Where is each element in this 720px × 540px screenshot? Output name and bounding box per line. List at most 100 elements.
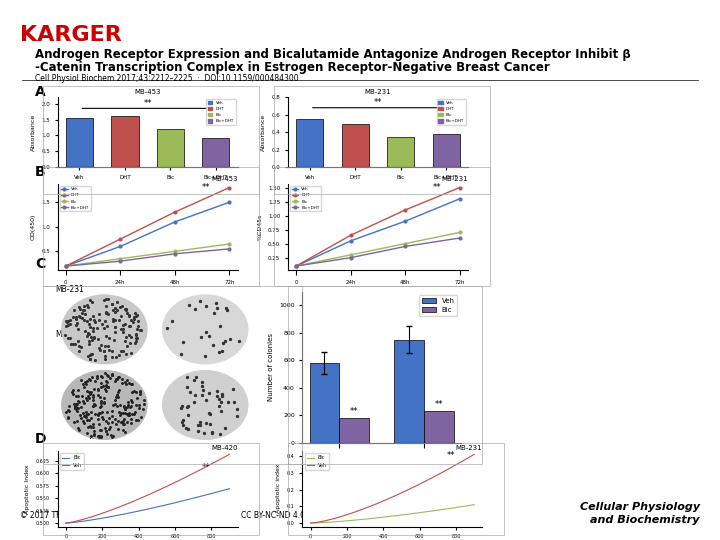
Point <box>215 397 226 406</box>
Veh <box>61 263 70 269</box>
Point <box>109 415 120 424</box>
Text: and Biochemistry: and Biochemistry <box>590 515 700 525</box>
Bic+DHT <box>456 235 464 241</box>
Point <box>112 306 123 314</box>
Point <box>113 351 125 360</box>
Point <box>127 318 139 327</box>
Point <box>68 418 80 427</box>
Point <box>71 318 83 327</box>
Point <box>63 316 74 325</box>
Point <box>129 387 140 396</box>
Point <box>129 408 140 416</box>
Point <box>123 379 135 388</box>
Point <box>86 350 97 359</box>
Point <box>103 419 114 428</box>
Veh <box>68 519 77 525</box>
DHT <box>292 263 300 269</box>
Point <box>194 296 206 305</box>
Point <box>60 317 72 326</box>
Point <box>77 397 89 406</box>
Point <box>116 374 127 383</box>
Bic <box>292 263 300 269</box>
Point <box>182 401 194 410</box>
Point <box>70 404 81 413</box>
Point <box>71 402 82 411</box>
Text: Androgen Receptor Expression and Bicalutamide Antagonize Androgen Receptor Inhib: Androgen Receptor Expression and Bicalut… <box>35 48 631 61</box>
Point <box>100 332 112 341</box>
Point <box>63 333 74 342</box>
Point <box>189 390 201 399</box>
Point <box>64 320 76 329</box>
Point <box>103 414 114 423</box>
Text: Cell Physiol Biochem 2017;43:2212–2225  ·  DOI:10.1159/000484300: Cell Physiol Biochem 2017;43:2212–2225 ·… <box>35 74 299 83</box>
Text: **: ** <box>202 183 211 192</box>
Point <box>69 402 81 411</box>
Point <box>183 300 194 309</box>
Point <box>81 412 92 421</box>
Point <box>98 399 109 408</box>
Point <box>82 302 94 311</box>
Point <box>63 413 74 421</box>
Point <box>125 395 136 404</box>
Point <box>176 417 187 426</box>
Point <box>72 424 84 433</box>
Point <box>104 374 116 382</box>
Point <box>96 379 107 387</box>
Bar <box>66 118 93 167</box>
Point <box>122 417 133 426</box>
Veh <box>337 514 346 520</box>
Bar <box>387 137 415 167</box>
Point <box>102 295 114 303</box>
Bic <box>92 516 101 522</box>
Point <box>130 309 141 318</box>
Point <box>106 353 117 362</box>
Point <box>217 347 228 355</box>
Point <box>88 334 99 342</box>
Point <box>81 394 92 403</box>
Point <box>95 402 107 410</box>
Point <box>215 322 226 330</box>
Point <box>101 309 112 318</box>
Point <box>86 350 97 359</box>
Point <box>124 321 135 330</box>
Point <box>95 426 107 435</box>
Point <box>92 334 104 343</box>
Point <box>94 346 105 355</box>
Bic+DHT <box>346 254 355 261</box>
Point <box>84 355 96 363</box>
Point <box>70 339 81 348</box>
Point <box>84 394 95 402</box>
Point <box>194 418 206 427</box>
Text: -Catenin Transcription Complex in Estrogen Receptor-Negative Breast Cancer: -Catenin Transcription Complex in Estrog… <box>35 61 550 74</box>
Point <box>81 428 92 437</box>
Bic+DHT <box>292 263 300 269</box>
Point <box>81 301 93 309</box>
Bic <box>456 504 464 510</box>
Point <box>91 371 102 380</box>
Point <box>99 398 110 407</box>
Point <box>112 388 124 396</box>
Point <box>122 398 134 407</box>
Point <box>189 375 200 384</box>
Point <box>78 418 89 427</box>
Point <box>107 347 118 355</box>
Point <box>88 400 99 408</box>
Point <box>111 401 122 410</box>
Point <box>95 372 107 380</box>
Point <box>99 384 111 393</box>
Point <box>115 325 127 333</box>
Point <box>133 403 145 412</box>
Point <box>115 312 127 321</box>
Point <box>220 337 231 346</box>
Point <box>98 323 109 332</box>
Point <box>189 305 201 313</box>
Point <box>98 347 109 355</box>
Point <box>85 423 96 431</box>
Text: Bic: Bic <box>194 432 206 441</box>
Bic+DHT <box>401 243 410 249</box>
Point <box>99 354 110 363</box>
Point <box>71 399 82 408</box>
Point <box>107 315 119 323</box>
Point <box>96 413 107 421</box>
Point <box>84 295 96 304</box>
